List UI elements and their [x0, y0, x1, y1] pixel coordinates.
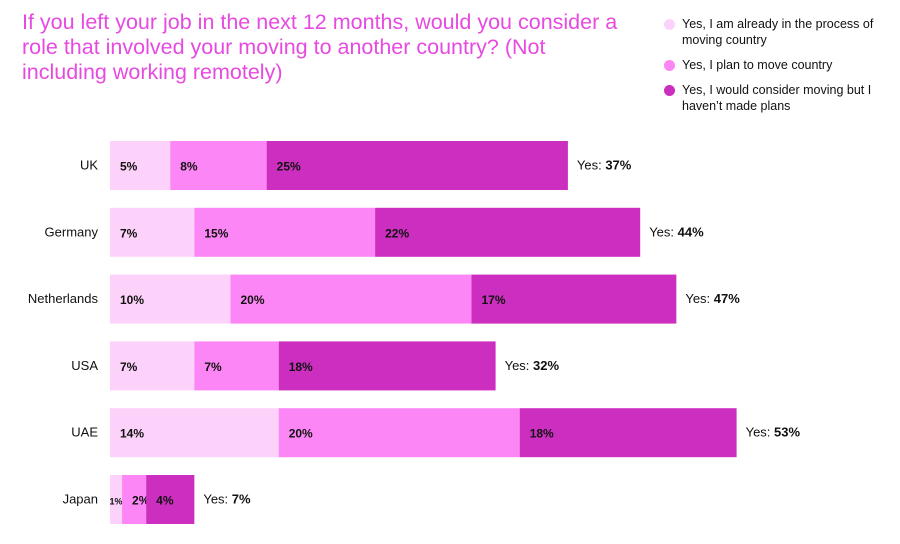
category-label: Germany [45, 224, 99, 239]
segment-label: 14% [120, 427, 144, 441]
total-label: Yes: 32% [505, 358, 560, 373]
legend-label: Yes, I plan to move country [682, 58, 833, 72]
bar-segment [375, 207, 641, 257]
segment-label: 18% [530, 427, 554, 441]
bar-segment [519, 408, 737, 458]
bar-segment [146, 475, 195, 524]
bar-segment [266, 141, 568, 190]
category-label: Japan [63, 492, 98, 507]
bar-segment [194, 207, 376, 257]
bar-segment [110, 274, 231, 324]
bar-segment [170, 141, 267, 190]
segment-label: 8% [180, 160, 198, 174]
legend-swatch-in-process [664, 19, 675, 30]
category-label: USA [71, 358, 98, 373]
segment-label: 2% [132, 494, 150, 508]
segment-label: 7% [204, 360, 222, 374]
bar-segment [278, 341, 496, 391]
bar-segment [122, 475, 147, 524]
category-label: Netherlands [28, 291, 99, 306]
segment-label: 20% [289, 427, 313, 441]
segment-label: 7% [120, 360, 138, 374]
category-label: UK [80, 158, 98, 173]
bar-segment [110, 207, 195, 257]
bar-segment [471, 274, 677, 324]
legend-item-in-process: Yes, I am already in the process of movi… [662, 16, 892, 48]
segment-label: 15% [204, 226, 228, 240]
segment-label: 5% [120, 160, 138, 174]
total-label: Yes: 47% [685, 291, 740, 306]
legend-swatch-would-consider [664, 85, 675, 96]
total-label: Yes: 53% [746, 425, 801, 440]
bar-segment [110, 408, 279, 458]
bar-segment [110, 475, 123, 524]
chart-title: If you left your job in the next 12 mont… [22, 10, 618, 84]
segment-label: 7% [120, 226, 138, 240]
legend-label: Yes, I am already in the process of movi… [682, 17, 874, 47]
segment-label: 4% [156, 494, 174, 508]
legend-swatch-plan-to-move [664, 60, 675, 71]
segment-label: 18% [289, 360, 313, 374]
legend-item-plan-to-move: Yes, I plan to move country [662, 57, 892, 73]
segment-label: 20% [241, 293, 265, 307]
bar-segment [194, 341, 279, 391]
bar-segment [278, 408, 520, 458]
segment-label: 17% [482, 293, 506, 307]
bar-segment [230, 274, 472, 324]
category-label: UAE [71, 425, 98, 440]
legend-item-would-consider: Yes, I would consider moving but I haven… [662, 82, 892, 114]
total-label: Yes: 44% [649, 224, 704, 239]
bar-segment [110, 341, 195, 391]
total-label: Yes: 7% [203, 492, 251, 507]
legend-label: Yes, I would consider moving but I haven… [682, 83, 872, 113]
bar-segment [110, 141, 171, 190]
segment-label: 1% [110, 497, 123, 507]
segment-label: 22% [385, 226, 409, 240]
segment-label: 25% [277, 160, 301, 174]
segment-label: 10% [120, 293, 144, 307]
legend: Yes, I am already in the process of movi… [662, 16, 892, 123]
total-label: Yes: 37% [577, 158, 632, 173]
